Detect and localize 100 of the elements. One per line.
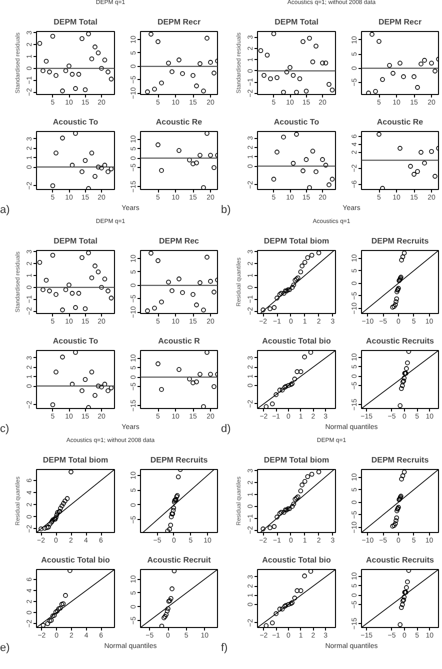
point	[176, 474, 181, 480]
point	[212, 70, 216, 76]
point	[190, 73, 196, 78]
point	[66, 282, 72, 288]
point	[172, 570, 177, 574]
point	[398, 146, 402, 151]
point	[422, 160, 427, 166]
point	[302, 354, 307, 360]
chart-title: Acoustic Re	[156, 118, 203, 126]
point	[76, 72, 82, 77]
point	[159, 387, 164, 392]
point	[274, 514, 280, 520]
point	[264, 623, 269, 628]
point	[89, 56, 94, 62]
point	[40, 622, 46, 628]
point	[270, 620, 275, 626]
point	[61, 501, 66, 506]
point	[156, 39, 160, 44]
point	[370, 32, 374, 37]
point	[60, 503, 64, 508]
point	[300, 168, 306, 174]
point	[268, 525, 272, 530]
point	[330, 88, 335, 92]
point	[60, 308, 65, 312]
point	[320, 157, 325, 162]
point	[167, 526, 172, 532]
point	[260, 308, 266, 312]
point	[284, 70, 290, 74]
point	[290, 284, 295, 290]
point	[86, 186, 91, 190]
point	[291, 502, 296, 506]
point	[70, 162, 75, 168]
point	[168, 514, 174, 520]
text: d)	[221, 423, 231, 435]
point	[415, 85, 420, 90]
point	[166, 606, 170, 612]
point	[164, 612, 169, 617]
point	[66, 64, 72, 68]
point	[212, 165, 216, 170]
point	[165, 528, 170, 532]
point	[204, 132, 210, 136]
point	[89, 370, 94, 374]
point	[280, 606, 285, 612]
point	[404, 366, 409, 371]
point	[102, 58, 108, 62]
point	[394, 299, 398, 304]
chart-title: DEPM Recr	[157, 18, 201, 26]
point	[156, 258, 160, 264]
point	[76, 290, 82, 296]
point	[170, 586, 174, 592]
point	[63, 68, 68, 74]
point	[366, 90, 371, 94]
point	[102, 382, 108, 387]
point	[373, 88, 378, 94]
point	[422, 58, 427, 63]
chart-title: DEPM Recr	[378, 18, 422, 26]
point	[48, 522, 52, 526]
point	[281, 90, 286, 94]
point	[145, 89, 150, 94]
point	[92, 264, 98, 268]
point	[170, 69, 174, 74]
point	[156, 361, 160, 366]
point	[198, 152, 202, 158]
point	[73, 86, 78, 91]
point	[80, 255, 84, 260]
point	[89, 275, 94, 280]
point	[70, 290, 75, 296]
point	[274, 392, 278, 398]
point	[208, 60, 213, 65]
point	[201, 404, 206, 408]
point	[394, 289, 400, 294]
point	[82, 158, 88, 163]
point	[106, 288, 110, 294]
point	[302, 574, 307, 578]
point	[390, 70, 396, 76]
point	[412, 172, 416, 177]
point	[198, 280, 202, 286]
point	[180, 290, 185, 295]
point	[274, 75, 280, 80]
point	[166, 280, 171, 285]
point	[190, 292, 196, 297]
point	[148, 250, 154, 256]
point	[415, 169, 420, 174]
point	[60, 88, 65, 94]
point	[82, 377, 88, 382]
point	[96, 50, 101, 56]
point	[208, 278, 213, 284]
point	[376, 132, 382, 137]
point	[260, 526, 266, 532]
point	[99, 284, 104, 290]
point	[292, 376, 298, 382]
point	[198, 61, 202, 66]
point	[204, 254, 210, 260]
point	[63, 593, 68, 598]
point	[68, 470, 74, 474]
point	[54, 73, 58, 78]
point	[166, 60, 171, 66]
point	[262, 72, 266, 78]
point	[418, 150, 424, 155]
point	[258, 48, 264, 54]
